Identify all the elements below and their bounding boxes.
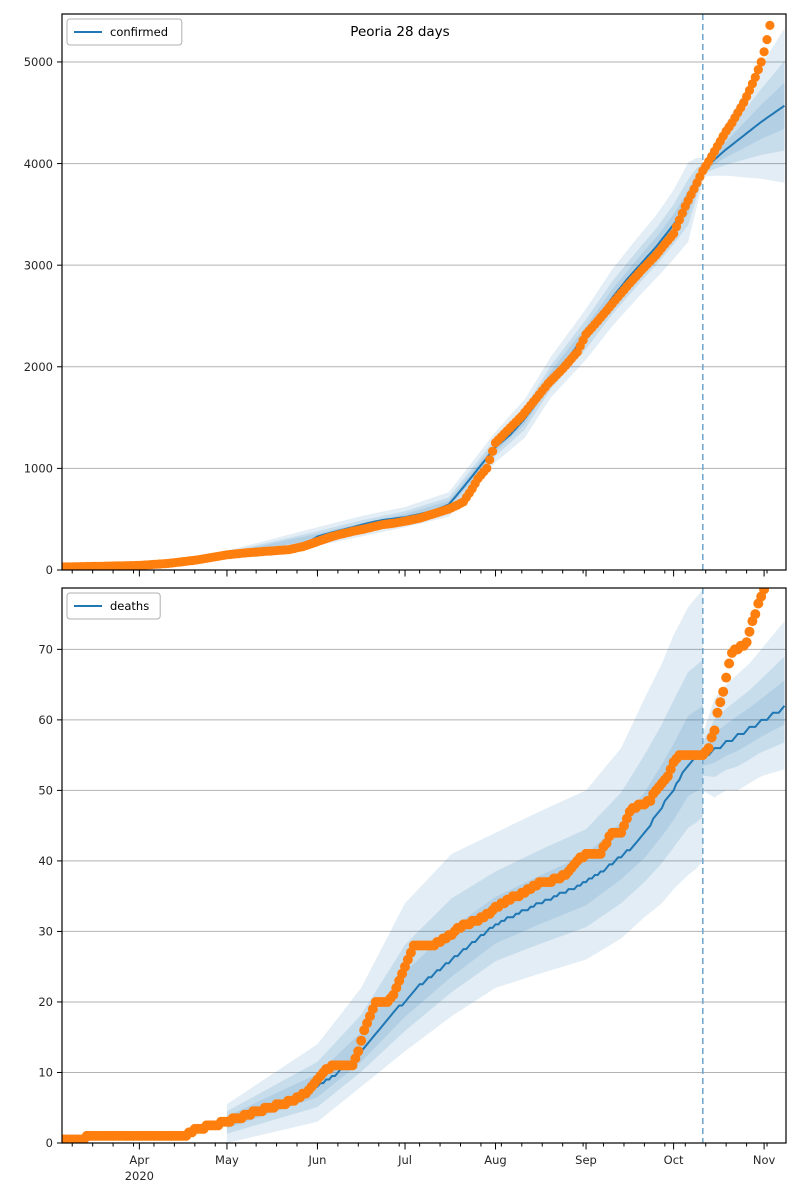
chart-title: Peoria 28 days	[350, 24, 449, 40]
legend-box	[66, 18, 183, 46]
deaths-plot-area	[62, 588, 786, 1143]
x-tick-label: Nov	[753, 1153, 776, 1167]
data-point	[750, 609, 761, 620]
data-point	[756, 57, 766, 67]
confirmed-band-forecast-mid	[702, 60, 785, 175]
y-tick-label: 2000	[24, 360, 53, 374]
data-point	[488, 446, 498, 456]
x-tick-label: Apr	[129, 1153, 149, 1167]
legend-label: confirmed	[110, 25, 168, 39]
data-point	[718, 686, 729, 697]
y-tick-label: 0	[46, 1136, 53, 1150]
x-tick-label: Oct	[664, 1153, 684, 1167]
confirmed-band-fit-outer	[226, 157, 703, 558]
deaths-uncertainty-bands	[226, 589, 785, 1143]
y-tick-label: 3000	[24, 258, 53, 272]
data-point	[712, 707, 723, 718]
x-tick-label: Jul	[397, 1153, 412, 1167]
data-point	[759, 47, 769, 57]
deaths-gridlines	[62, 648, 786, 1073]
data-point	[703, 743, 714, 754]
confirmed-band-fit-mid	[226, 163, 703, 557]
deaths-actual-dots	[62, 588, 770, 1143]
year-label: 2020	[125, 1169, 154, 1183]
y-tick-label: 70	[38, 643, 53, 657]
data-point	[709, 725, 720, 736]
y-tick-label: 4000	[24, 157, 53, 171]
data-point	[715, 697, 726, 708]
data-point	[759, 588, 770, 595]
deaths-chart: 0 10 20 30 40 50 60 70 Apr 2020 May Jun Jul Aug Sep Oct…	[38, 587, 787, 1183]
data-point	[768, 5, 777, 14]
x-tick-label: Sep	[575, 1153, 597, 1167]
confirmed-axes-frame	[61, 13, 787, 571]
confirmed-actual-dots	[62, 5, 777, 570]
legend-box	[66, 592, 161, 620]
confirmed-x-ticks	[71, 570, 768, 577]
data-point	[674, 215, 685, 225]
deaths-band-fit-outer	[226, 589, 703, 1143]
deaths-legend: deaths	[66, 592, 161, 620]
data-point	[482, 463, 492, 473]
y-tick-label: 10	[38, 1066, 53, 1080]
deaths-axes-frame	[61, 587, 787, 1144]
data-point	[753, 65, 763, 75]
y-tick-label: 1000	[24, 462, 53, 476]
x-axis-labels: Apr 2020 May Jun Jul Aug Sep Oct Nov	[125, 1153, 776, 1183]
x-tick-label: Aug	[484, 1153, 506, 1167]
deaths-x-ticks	[71, 1143, 768, 1150]
data-point	[669, 229, 679, 239]
y-tick-label: 50	[38, 784, 53, 798]
data-point	[721, 672, 732, 683]
confirmed-band-forecast-inner	[702, 82, 785, 173]
x-tick-label: Jun	[307, 1153, 326, 1167]
y-tick-label: 20	[38, 995, 53, 1009]
legend-label: deaths	[110, 599, 149, 613]
y-tick-label: 60	[38, 713, 53, 727]
data-point	[356, 1035, 367, 1046]
y-tick-label: 40	[38, 854, 53, 868]
confirmed-legend: confirmed	[66, 18, 183, 46]
data-point	[741, 637, 752, 648]
data-point	[765, 20, 775, 30]
x-tick-label: May	[215, 1153, 239, 1167]
data-point	[485, 455, 495, 465]
data-point	[750, 72, 760, 82]
data-point	[744, 626, 755, 637]
deaths-band-forecast-mid	[702, 656, 785, 777]
deaths-y-axis: 0 10 20 30 40 50 60 70	[38, 643, 62, 1150]
confirmed-chart: 0 1000 2000 3000 4000 5000 Peoria 28 days confi…	[24, 5, 787, 577]
deaths-band-fit-mid	[226, 659, 703, 1134]
y-tick-label: 5000	[24, 55, 53, 69]
confirmed-gridlines	[62, 61, 786, 469]
data-point	[762, 35, 772, 45]
data-point	[353, 1046, 364, 1057]
y-tick-label: 30	[38, 925, 53, 939]
data-point	[724, 658, 735, 669]
y-tick-label: 0	[46, 563, 53, 577]
confirmed-plot-area	[62, 14, 786, 570]
deaths-band-forecast-outer	[702, 621, 785, 798]
data-point	[677, 208, 688, 218]
confirmed-y-axis: 0 1000 2000 3000 4000 5000	[24, 55, 62, 577]
